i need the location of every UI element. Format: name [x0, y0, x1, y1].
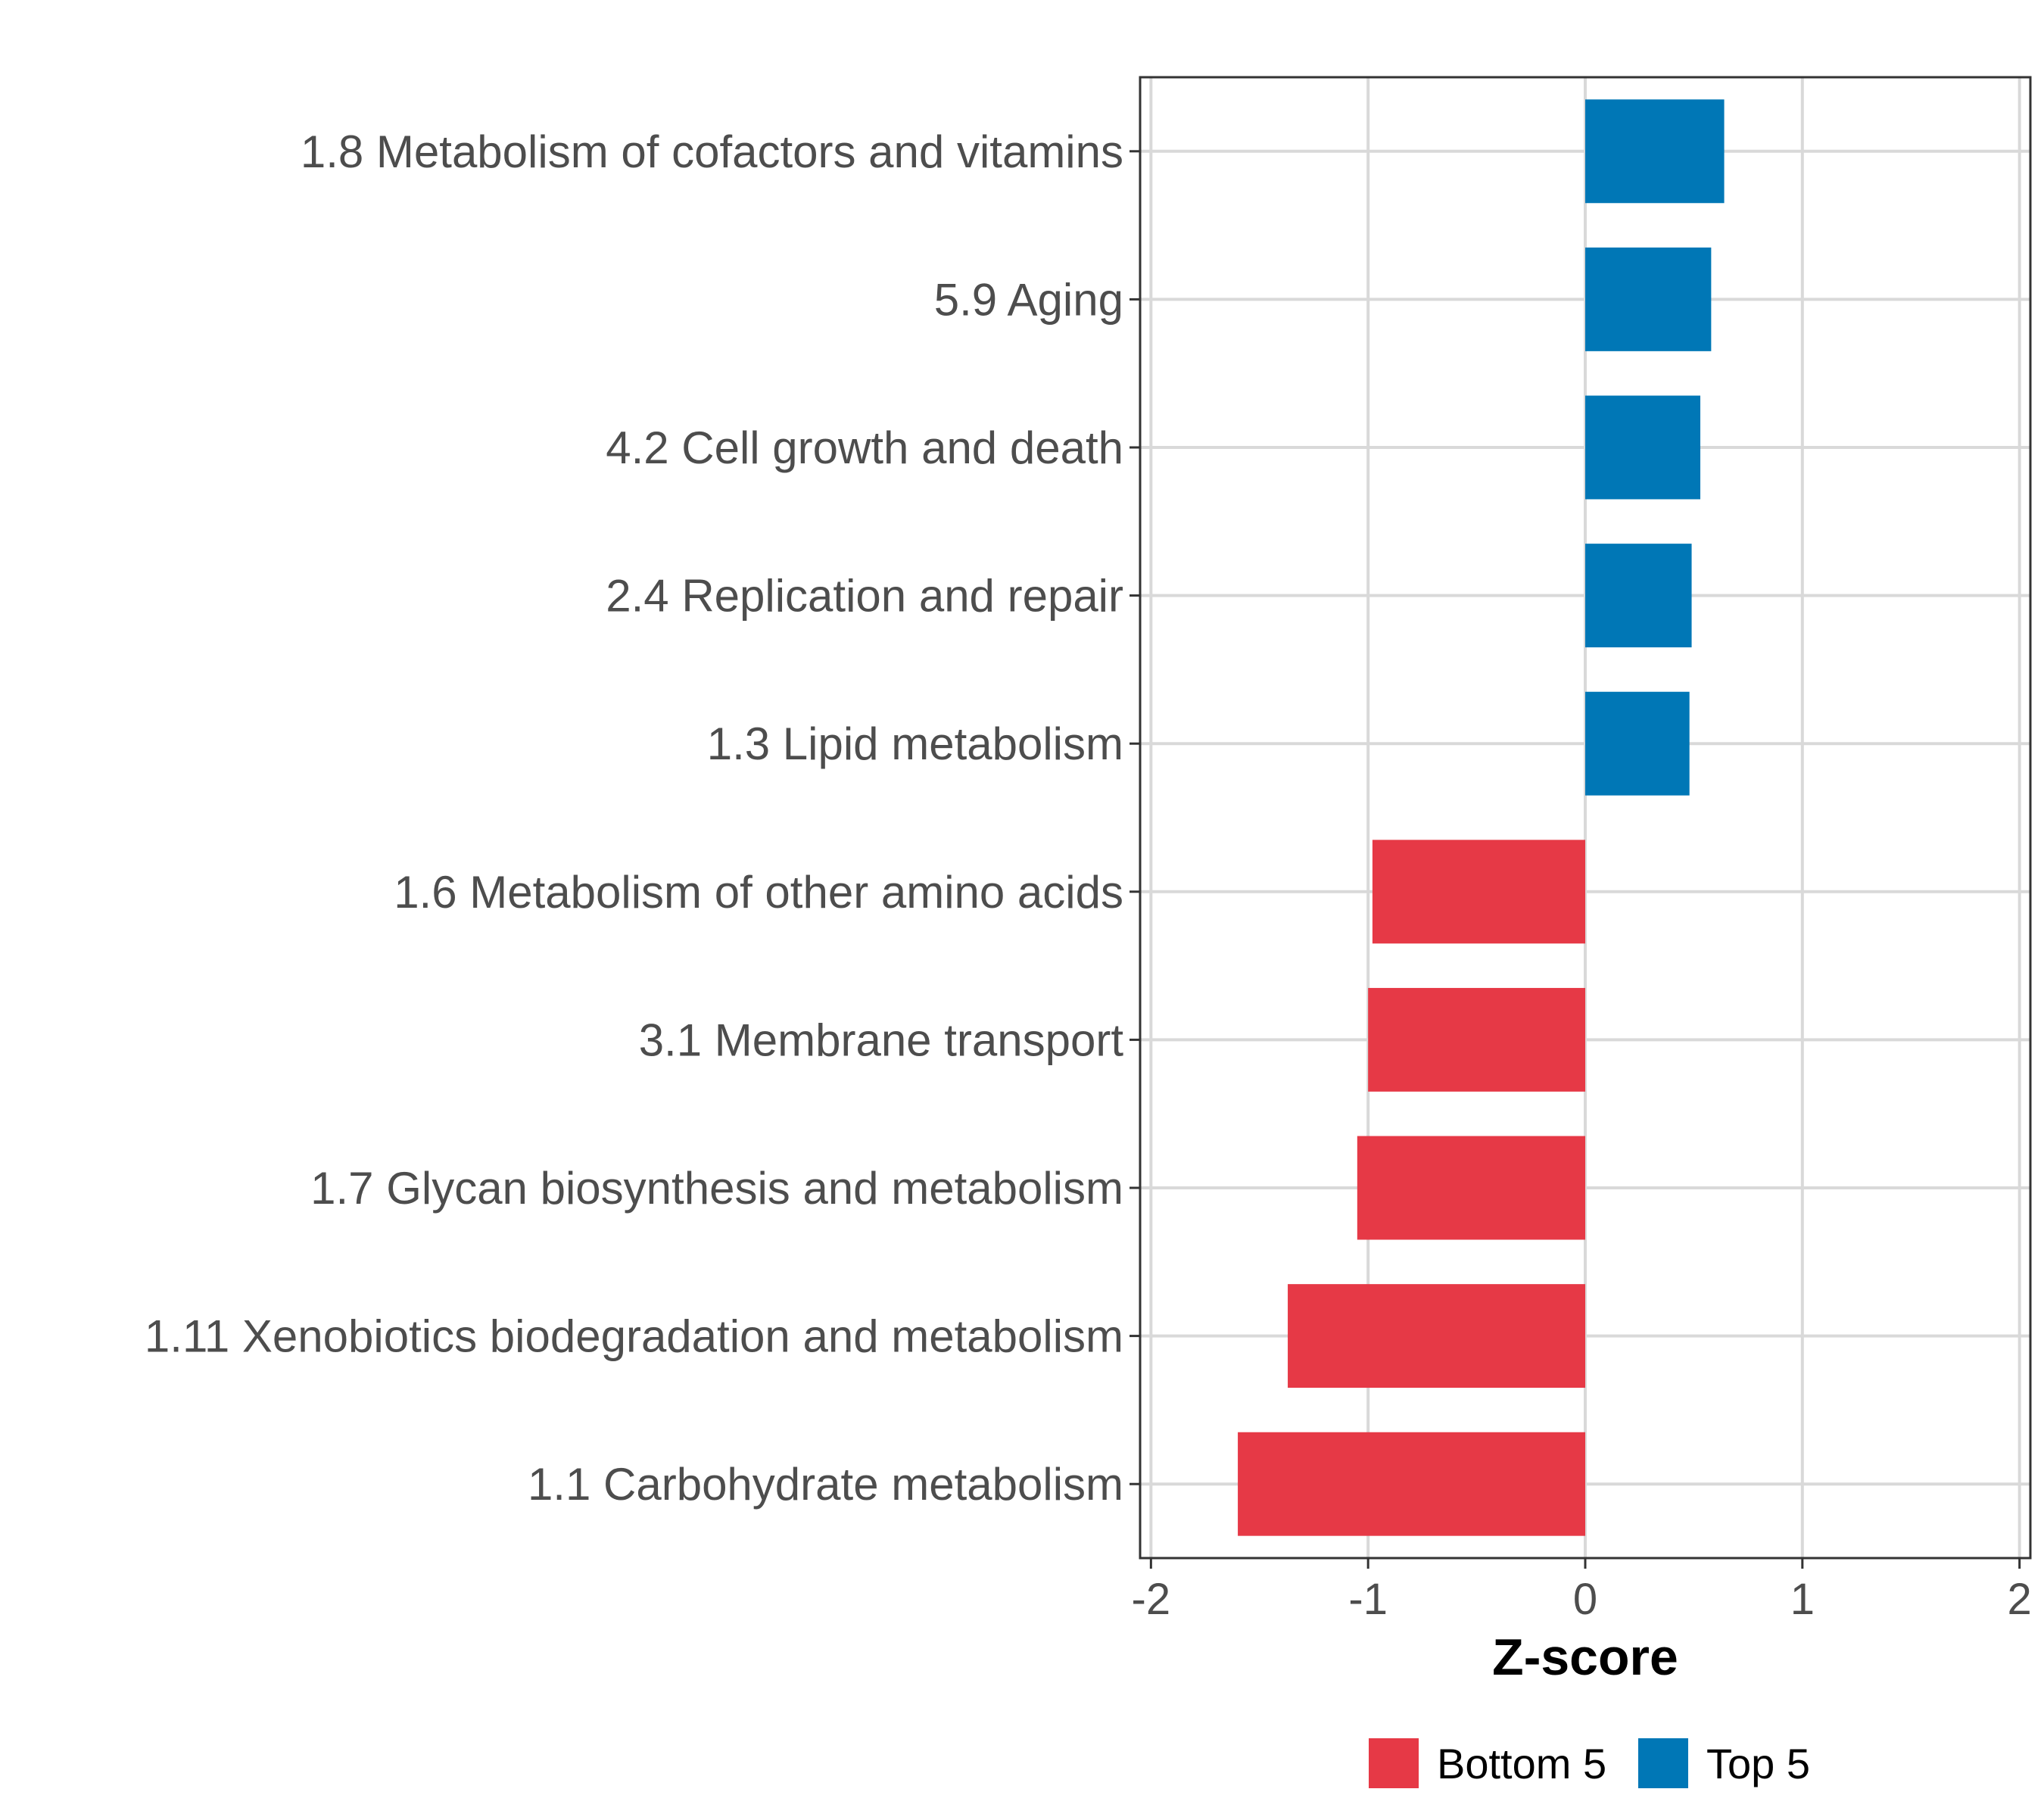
y-tick-label: 3.1 Membrane transport — [639, 1014, 1124, 1065]
bar — [1238, 1432, 1585, 1536]
legend-label: Top 5 — [1706, 1740, 1810, 1787]
y-tick-label: 1.8 Metabolism of cofactors and vitamins — [301, 126, 1123, 177]
y-tick-label: 1.7 Glycan biosynthesis and metabolism — [310, 1163, 1123, 1214]
bar — [1585, 691, 1690, 796]
legend: Bottom 5 Top 5 — [1369, 1738, 1810, 1788]
y-tick-label: 1.3 Lipid metabolism — [707, 718, 1123, 769]
bar — [1372, 840, 1585, 944]
y-tick-label: 1.1 Carbohydrate metabolism — [528, 1459, 1123, 1510]
y-tick-label: 2.4 Replication and repair — [606, 571, 1123, 622]
bar — [1357, 1136, 1585, 1240]
legend-swatch — [1638, 1738, 1688, 1788]
legend-swatch — [1369, 1738, 1419, 1788]
bar — [1368, 987, 1585, 1092]
bar — [1585, 395, 1701, 500]
y-axis: 1.8 Metabolism of cofactors and vitamins… — [145, 126, 1140, 1510]
x-tick-label: 1 — [1790, 1575, 1815, 1624]
x-axis: -2 -1 0 1 2 — [1132, 1558, 2032, 1624]
bar — [1288, 1284, 1585, 1388]
bars — [1238, 99, 1725, 1536]
x-tick-label: 2 — [2008, 1575, 2032, 1624]
y-tick-label: 4.2 Cell growth and death — [606, 422, 1123, 473]
x-tick-label: -2 — [1132, 1575, 1171, 1624]
y-tick-label: 5.9 Aging — [934, 274, 1123, 325]
x-axis-title: Z-score — [1492, 1628, 1678, 1686]
y-tick-label: 1.11 Xenobiotics biodegradation and meta… — [145, 1311, 1123, 1362]
y-tick-label: 1.6 Metabolism of other amino acids — [394, 867, 1123, 918]
legend-label: Bottom 5 — [1437, 1740, 1606, 1787]
bar — [1585, 99, 1725, 204]
bar — [1585, 544, 1692, 648]
x-tick-label: 0 — [1573, 1575, 1597, 1624]
bar — [1585, 247, 1712, 351]
x-tick-label: -1 — [1348, 1575, 1388, 1624]
